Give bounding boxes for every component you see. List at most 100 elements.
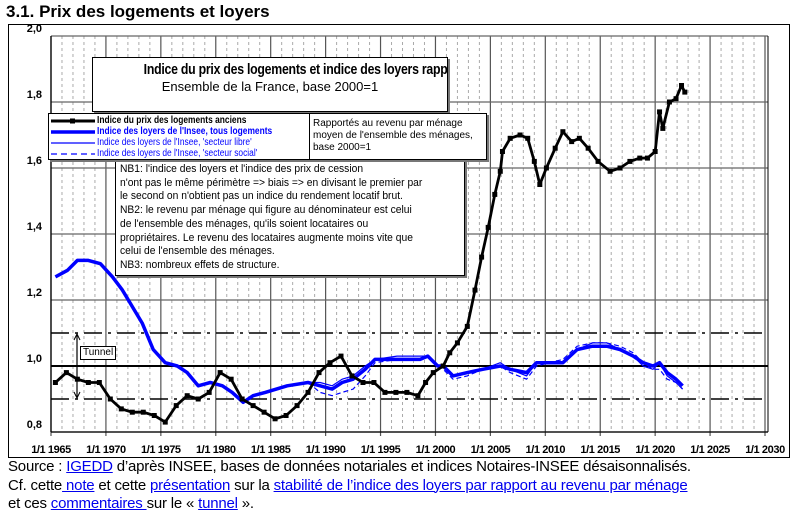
data-point: [349, 373, 355, 379]
igedd-link[interactable]: IGEDD: [66, 458, 113, 475]
data-point: [569, 139, 575, 145]
data-point: [440, 363, 446, 369]
x-tick-label: 1/1 2025: [690, 444, 730, 456]
footer-text: d’après INSEE, bases de données notarial…: [112, 458, 691, 475]
series-line-0: [54, 84, 687, 424]
x-tick-label: 1/1 1975: [141, 444, 181, 456]
y-tick-label: 0,8: [26, 419, 42, 431]
data-point: [627, 158, 633, 164]
x-tick-label: 1/1 2030: [745, 444, 785, 456]
y-tick-label: 1,2: [26, 287, 42, 299]
footer-text: Source :: [8, 458, 67, 475]
page-title: 3.1. Prix des logements et loyers: [6, 2, 270, 21]
legend: Indice du prix des logements anciens Ind…: [48, 113, 311, 160]
data-point: [576, 135, 582, 141]
footer-text: sur la: [230, 476, 274, 494]
y-tick-label: 1,8: [26, 89, 42, 101]
source-footer: Source : IGEDD d’après INSEE, bases de d…: [8, 458, 691, 514]
stabilite-link[interactable]: stabilité de l’indice des loyers par rap…: [273, 476, 688, 494]
footer-text: sur le «: [146, 495, 199, 512]
data-point: [74, 376, 80, 382]
data-point: [96, 380, 102, 385]
nb-line: propriétaires. Le revenu des locataires …: [120, 231, 413, 244]
tunnel-link[interactable]: tunnel: [198, 495, 238, 512]
data-point: [617, 165, 623, 171]
data-point: [327, 360, 333, 366]
data-point: [371, 380, 377, 385]
data-point: [261, 409, 267, 415]
x-tick-label: 1/1 1965: [31, 444, 71, 456]
data-point: [507, 135, 513, 141]
data-point: [430, 370, 436, 376]
y-tick-label: 2,0: [26, 23, 42, 35]
data-point: [129, 409, 135, 415]
nb-line: de l'ensemble des ménages, qu'ils soient…: [120, 217, 369, 230]
x-tick-label: 1/1 2000: [415, 444, 456, 456]
data-point: [415, 393, 421, 399]
data-point: [552, 145, 558, 151]
data-point: [173, 403, 179, 409]
data-point: [679, 83, 685, 88]
data-point: [682, 89, 688, 95]
data-point: [673, 96, 679, 102]
data-point: [52, 380, 58, 385]
presentation-link[interactable]: présentation: [149, 476, 231, 494]
footer-text: et ces: [8, 495, 51, 512]
footer-text: Cf. cette: [8, 476, 63, 494]
nb-line: NB2: le revenu par ménage qui figure au …: [120, 204, 412, 217]
data-point: [85, 380, 91, 385]
data-point: [560, 129, 566, 135]
data-point: [272, 416, 278, 422]
chart-title: Indice du prix des logements et indice d…: [143, 61, 448, 78]
data-point: [404, 389, 410, 395]
chart-frame: [8, 24, 790, 458]
legend-swatch-loyers-libre: [51, 141, 95, 144]
data-point: [206, 389, 212, 395]
data-point: [497, 168, 503, 174]
data-point: [485, 224, 491, 230]
data-point: [140, 409, 146, 415]
data-point: [531, 158, 537, 164]
data-point: [118, 406, 124, 412]
data-point: [595, 158, 601, 164]
base-note-box: Rapportés au revenu par ménage moyen de …: [309, 113, 487, 160]
x-tick-label: 1/1 1980: [195, 444, 236, 456]
legend-swatch-loyers-tous: [51, 129, 95, 134]
series-layer: [52, 83, 688, 425]
nb-line: NB1: l'indice des loyers et l'indice des…: [120, 163, 364, 175]
x-tick-label: 1/1 1995: [360, 444, 401, 456]
data-point: [637, 155, 643, 161]
data-point: [294, 403, 300, 409]
data-point: [305, 389, 311, 395]
data-point: [250, 403, 256, 409]
data-point: [393, 389, 399, 395]
x-tick-label: 1/1 1990: [305, 444, 346, 456]
data-point: [660, 125, 666, 131]
note-line: base 2000=1: [313, 142, 372, 153]
data-point: [479, 254, 485, 260]
legend-label: Indice des loyers de l'Insee, tous logem…: [97, 126, 273, 137]
arrow-down-icon: [73, 391, 81, 400]
data-point: [652, 149, 658, 154]
data-point: [151, 413, 157, 418]
data-point: [217, 370, 223, 376]
tunnel: [51, 332, 768, 400]
data-point: [454, 340, 460, 346]
footer-text: et cette: [94, 476, 150, 494]
data-point: [525, 135, 531, 141]
x-tick-label: 1/1 1985: [250, 444, 291, 456]
data-point: [472, 287, 478, 293]
legend-swatch-prix: [51, 118, 95, 123]
data-point: [447, 350, 453, 356]
x-tick-label: 1/1 2010: [525, 444, 566, 456]
data-point: [537, 182, 543, 187]
y-tick-label: 1,6: [26, 155, 42, 167]
x-tick-label: 1/1 2020: [635, 444, 675, 456]
data-point: [107, 396, 113, 402]
x-tick-label: 1/1 1970: [86, 444, 126, 456]
note-line: Rapportés au revenu par ménage: [313, 118, 463, 129]
data-point: [338, 353, 344, 359]
commentaires-link[interactable]: commentaires: [50, 495, 147, 512]
data-point: [499, 149, 505, 154]
note-link[interactable]: note: [62, 476, 95, 494]
